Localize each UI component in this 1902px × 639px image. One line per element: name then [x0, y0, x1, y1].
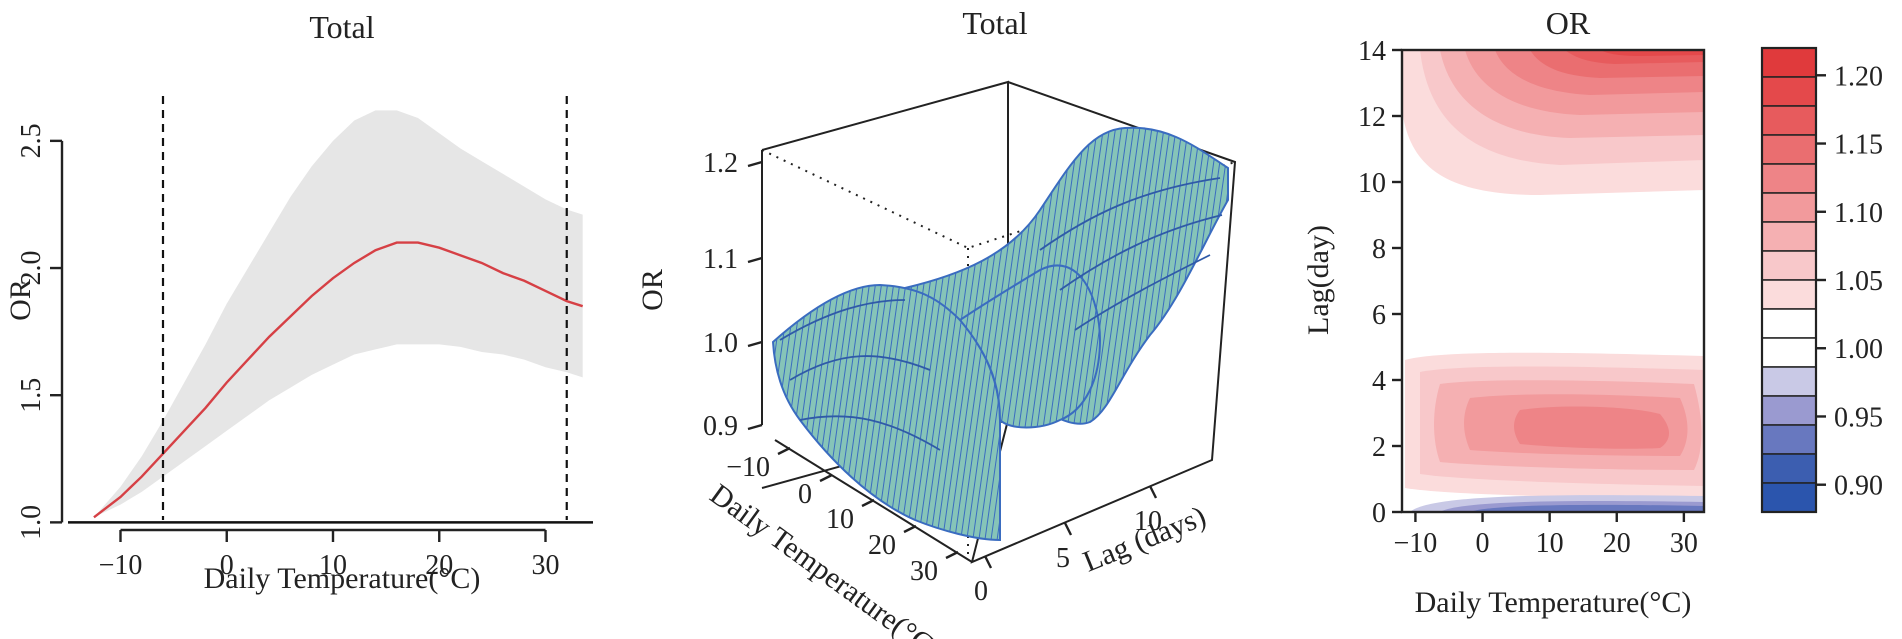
- color-legend: 1.20 1.15 1.10 1.05 1.00 0.95 0.90: [1760, 46, 1883, 514]
- z-tick: [747, 423, 763, 431]
- axes: −10 0 10 20 30 0 2 4 6 8 10 12 14: [1358, 36, 1698, 559]
- y-axis-label: OR: [4, 279, 37, 321]
- panel-line-chart: Total −10 0 10 20 30 1.0 1.5 2.0 2.5 Daily Tempe…: [4, 9, 593, 595]
- legend-swatch: [1761, 192, 1817, 223]
- axes: 0.9 1.0 1.1 1.2 −10 0 10 20 30 0 5 10: [703, 148, 1162, 607]
- y-tick-label: 1.0: [16, 505, 47, 540]
- chart-title: Total: [962, 5, 1027, 41]
- x-tick: [903, 524, 917, 534]
- legend-swatch: [1761, 395, 1817, 426]
- legend-label: 1.15: [1834, 130, 1883, 161]
- y-tick: [983, 555, 993, 569]
- surface-contours: [779, 177, 1223, 451]
- chart-title: Total: [309, 9, 374, 45]
- legend-label: 1.05: [1834, 266, 1883, 297]
- x-tick-label: 30: [532, 550, 560, 581]
- legend-swatch: [1761, 105, 1817, 136]
- legend-swatch: [1761, 453, 1817, 484]
- legend-swatch: [1761, 134, 1817, 165]
- y-tick-label: 5: [1056, 543, 1070, 574]
- legend-swatch: [1761, 337, 1817, 368]
- x-tick-label: 10: [826, 504, 854, 535]
- x-axis-label: Daily Temperature(°C): [1415, 586, 1692, 619]
- x-tick-label: 20: [425, 550, 453, 581]
- surface-mid: [958, 264, 1102, 429]
- y-tick: [1148, 485, 1158, 499]
- y-tick: [1063, 522, 1073, 536]
- surface-front: [771, 283, 1001, 542]
- legend-swatch: [1761, 163, 1817, 194]
- legend-swatch: [1761, 279, 1817, 310]
- x-tick-label: 0: [1476, 528, 1490, 559]
- z-tick-label: 0.9: [703, 411, 738, 442]
- y-tick-label: 14: [1358, 36, 1386, 67]
- y-tick-label: 0: [974, 576, 988, 607]
- plot-frame: [1400, 48, 1706, 514]
- x-tick-label: 20: [1603, 528, 1631, 559]
- legend-swatch: [1761, 221, 1817, 252]
- x-tick: [861, 498, 875, 508]
- legend-swatch: [1761, 424, 1817, 455]
- legend-swatch: [1761, 76, 1817, 107]
- legend-swatch: [1761, 47, 1817, 78]
- legend-label: 1.20: [1834, 61, 1883, 92]
- y-tick-label: 4: [1372, 366, 1386, 397]
- y-tick-label: 2.5: [16, 123, 47, 158]
- y-tick-label: 1.5: [16, 378, 47, 413]
- y-tick-label: 10: [1134, 506, 1162, 537]
- contour-fills: [1402, 50, 1704, 512]
- chart-title: OR: [1546, 5, 1591, 41]
- y-tick-label: 6: [1372, 300, 1386, 331]
- x-tick: [945, 550, 959, 560]
- y-tick-label: 12: [1358, 102, 1386, 133]
- y-tick-label: 0: [1372, 498, 1386, 529]
- y-tick-label: 2: [1372, 432, 1386, 463]
- x-tick-label: −10: [726, 452, 770, 483]
- x-tick-label: 0: [798, 479, 812, 510]
- legend-swatch: [1761, 308, 1817, 339]
- or-curve: [93, 241, 584, 519]
- legend-label: 1.00: [1834, 334, 1883, 365]
- x-tick-label: 10: [319, 550, 347, 581]
- x-tick-label: −10: [1394, 528, 1438, 559]
- x-tick: [819, 473, 833, 483]
- z-axis-label: OR: [636, 269, 669, 311]
- x-tick-label: 30: [910, 556, 938, 587]
- x-axis-label: Daily Temperature(°C): [204, 562, 481, 595]
- legend-label: 0.95: [1834, 402, 1883, 433]
- legend-swatch: [1761, 366, 1817, 397]
- legend-swatch: [1761, 250, 1817, 281]
- axes: −10 0 10 20 30 1.0 1.5 2.0 2.5: [16, 123, 560, 581]
- z-tick-label: 1.2: [703, 148, 738, 179]
- y-tick-label: 8: [1372, 234, 1386, 265]
- legend-label: 1.10: [1834, 198, 1883, 229]
- y-tick-label: 10: [1358, 168, 1386, 199]
- z-tick: [747, 160, 763, 168]
- z-tick-label: 1.0: [703, 328, 738, 359]
- legend-swatch: [1761, 482, 1817, 513]
- z-tick: [747, 256, 763, 264]
- x-tick-label: 10: [1536, 528, 1564, 559]
- confidence-band: [93, 110, 583, 518]
- z-tick-label: 1.1: [703, 244, 738, 275]
- x-tick-label: −10: [99, 550, 143, 581]
- x-tick-label: 20: [868, 530, 896, 561]
- x-tick-label: 0: [220, 550, 234, 581]
- x-tick-label: 30: [1670, 528, 1698, 559]
- y-tick-label: 2.0: [16, 251, 47, 286]
- y-axis-label: Lag(day): [1302, 225, 1335, 335]
- z-tick: [747, 340, 763, 348]
- legend-label: 0.90: [1834, 471, 1883, 502]
- x-tick: [777, 446, 791, 456]
